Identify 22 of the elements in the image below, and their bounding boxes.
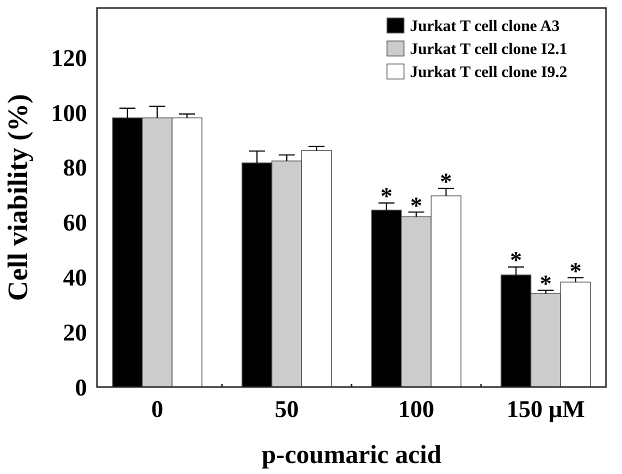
legend-label: Jurkat T cell clone I9.2 (410, 64, 568, 81)
data-label: * (540, 272, 552, 298)
legend-label: Jurkat T cell clone I2.1 (410, 41, 568, 58)
x-tick-label: 50 (274, 397, 299, 423)
data-label: * (380, 184, 392, 210)
y-tick-label: 120 (51, 46, 87, 72)
y-tick-label: 100 (51, 100, 87, 127)
y-tick-label: 60 (63, 210, 87, 237)
y-tick-label: 80 (63, 156, 87, 182)
y-axis-title: Cell viability (%) (3, 94, 34, 301)
y-tick-label: 40 (63, 266, 87, 292)
y-tick-label: 20 (63, 320, 87, 346)
data-label: * (570, 258, 582, 285)
data-label: * (440, 170, 452, 196)
x-tick-label: 100 (398, 397, 434, 423)
data-label: * (410, 193, 422, 220)
x-axis-title: p-coumaric acid (262, 440, 442, 469)
x-tick-label: 150 μM (506, 397, 585, 423)
x-tick-label: 0 (151, 397, 164, 423)
legend-label: Jurkat T cell clone A3 (410, 18, 560, 35)
data-label: * (510, 248, 522, 274)
y-tick-label: 0 (75, 375, 87, 402)
